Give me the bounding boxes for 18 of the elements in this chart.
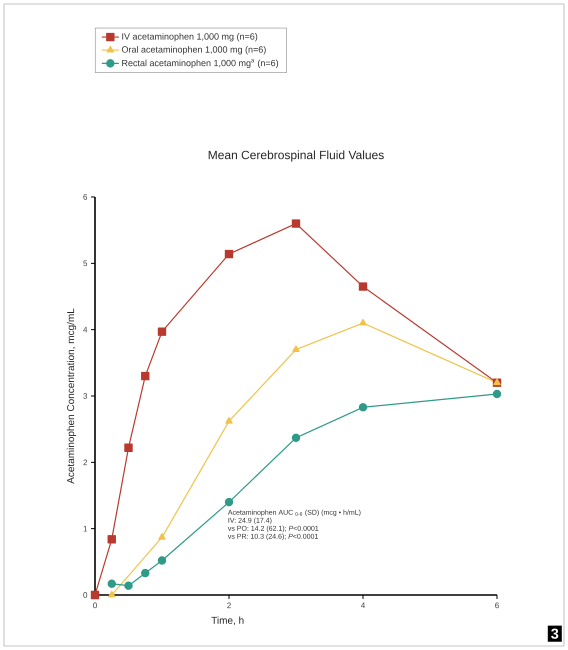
legend-label: Oral acetaminophen 1,000 mg (n=6) <box>122 46 266 54</box>
y-tick-label: 4 <box>83 326 88 332</box>
x-tick-label: 4 <box>360 602 365 608</box>
y-tick-label: 2 <box>83 460 88 466</box>
y-tick-label: 0 <box>83 592 88 598</box>
text: 3 <box>551 628 558 639</box>
y-tick-label: 6 <box>83 194 88 200</box>
chart-title: Mean Cerebrospinal Fluid Values <box>208 150 384 162</box>
y-tick-label: 3 <box>83 393 88 399</box>
x-tick-label: 0 <box>93 602 97 608</box>
legend-label: Rectal acetaminophen 1,000 mg$^{a}$ (n=6) <box>122 59 278 68</box>
x-tick-label: 6 <box>495 602 499 608</box>
y-tick-label: 1 <box>84 526 88 532</box>
y-tick-label: 5 <box>83 260 88 266</box>
x-tick-label: 2 <box>227 602 231 608</box>
y-axis-title: Acetaminophen Concentration, mcg/mL <box>66 308 76 484</box>
legend-label: IV acetaminophen 1,000 mg (n=6) <box>122 33 258 42</box>
x-axis-title: Time, h <box>211 616 244 626</box>
